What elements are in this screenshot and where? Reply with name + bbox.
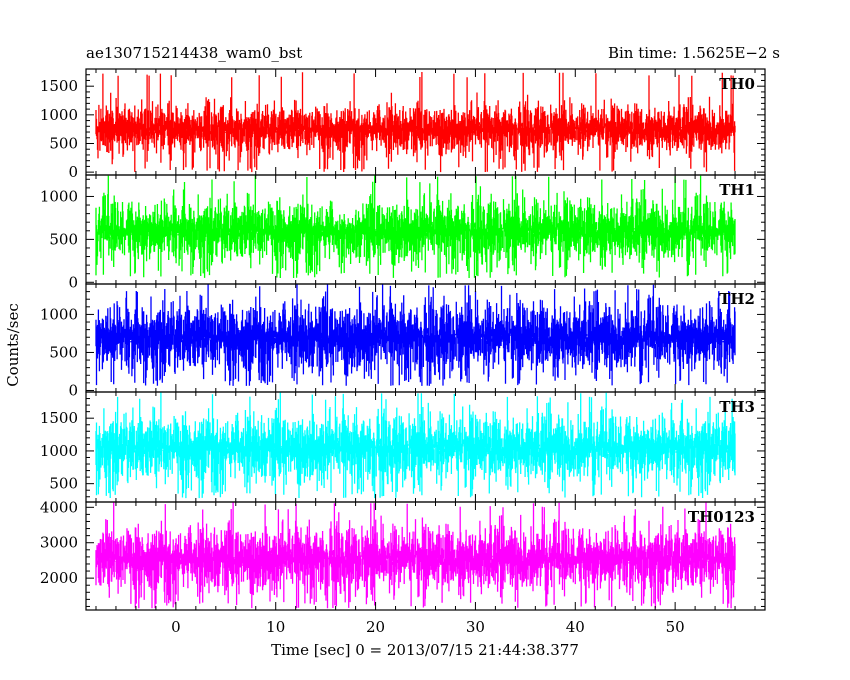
y-tick-label: 3000	[40, 534, 78, 552]
y-tick-label: 1500	[40, 77, 78, 95]
x-tick-label: 40	[566, 618, 585, 636]
y-tick-label: 2000	[40, 569, 78, 587]
y-tick-label: 1500	[40, 409, 78, 427]
y-tick-label: 500	[49, 134, 78, 152]
panel-th0: 0 500 1000 1500 TH0	[40, 68, 766, 181]
panel-label-th0123: TH0123	[688, 508, 755, 526]
series-trace-th2	[95, 284, 736, 386]
panel-label-th1: TH1	[719, 181, 755, 199]
y-tick-label: 4000	[40, 498, 78, 516]
x-tick-label: 50	[666, 618, 685, 636]
y-tick-label: 1000	[40, 187, 78, 205]
panel-label-th0: TH0	[719, 75, 755, 93]
bin-time-label: Bin time: 1.5625E−2 s	[607, 44, 780, 62]
x-tick-label: 0	[171, 618, 181, 636]
y-axis-label: Counts/sec	[4, 303, 22, 387]
panel-th0123: 2000 3000 4000 TH0123	[40, 498, 766, 611]
panel-th1: 0 500 1000 TH1	[40, 174, 766, 291]
y-tick-label: 0	[68, 163, 78, 181]
y-tick-label: 500	[49, 230, 78, 248]
panel-th3: 500 1000 1500 TH3	[40, 391, 766, 503]
chart-title: ae130715214438_wam0_bst	[86, 44, 303, 62]
panel-label-th2: TH2	[719, 290, 755, 308]
y-tick-label: 0	[68, 273, 78, 291]
series-trace-th0123	[95, 502, 736, 609]
y-tick-label: 0	[68, 381, 78, 399]
y-tick-label: 500	[49, 475, 78, 493]
x-tick-label: 10	[266, 618, 285, 636]
y-tick-label: 1000	[40, 442, 78, 460]
x-tick-label: 30	[466, 618, 485, 636]
series-trace-th3	[95, 392, 736, 499]
panel-th2: 0 500 1000 TH2	[40, 283, 766, 399]
series-trace-th0	[95, 72, 736, 173]
panel-frame	[85, 501, 766, 611]
x-tick-label: 20	[366, 618, 385, 636]
panel-label-th3: TH3	[719, 398, 755, 416]
y-tick-label: 1000	[40, 305, 78, 323]
y-tick-label: 500	[49, 343, 78, 361]
x-axis-label: Time [sec] 0 = 2013/07/15 21:44:38.377	[271, 641, 579, 659]
series-trace-th1	[95, 175, 736, 278]
y-tick-label: 1000	[40, 106, 78, 124]
